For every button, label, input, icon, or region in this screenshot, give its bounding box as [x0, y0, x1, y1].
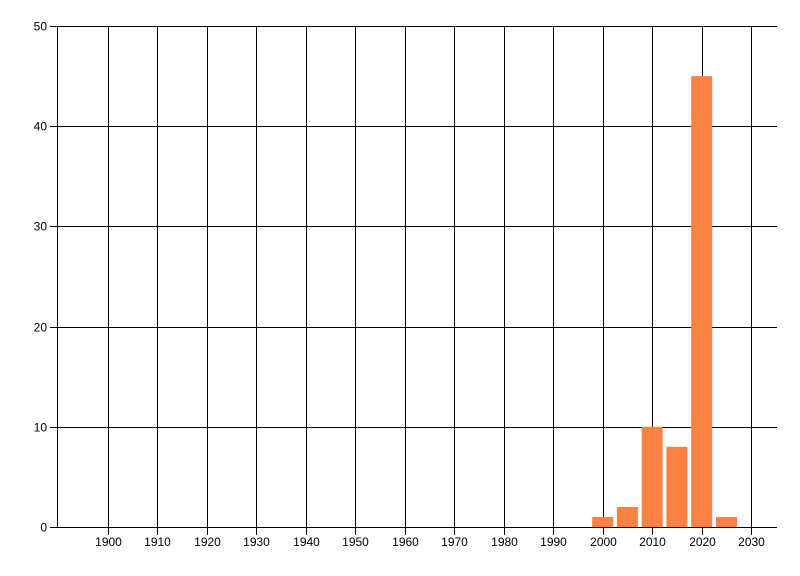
x-tick-label-1960: 1960: [392, 535, 419, 549]
bar-2010: [641, 426, 663, 527]
bar-2020: [691, 76, 713, 527]
y-tick-label-10: 10: [34, 421, 48, 435]
y-tick-label-30: 30: [34, 220, 48, 234]
x-tick-label-1910: 1910: [144, 535, 171, 549]
x-tick-label-1900: 1900: [95, 535, 122, 549]
y-tick-label-0: 0: [40, 521, 47, 535]
x-tick-label-1980: 1980: [491, 535, 518, 549]
x-tick-label-1950: 1950: [342, 535, 369, 549]
y-tick-label-40: 40: [34, 120, 48, 134]
x-tick-label-1990: 1990: [540, 535, 567, 549]
x-tick-label-1930: 1930: [243, 535, 270, 549]
bar-2005: [616, 507, 638, 527]
x-tick-label-2000: 2000: [590, 535, 617, 549]
bar-2000: [592, 517, 614, 527]
bar-2015: [666, 446, 688, 527]
bar-2025: [716, 517, 737, 527]
x-tick-label-2030: 2030: [738, 535, 765, 549]
x-tick-label-1940: 1940: [293, 535, 320, 549]
x-tick-label-2010: 2010: [639, 535, 666, 549]
y-tick-label-50: 50: [34, 20, 48, 34]
x-tick-label-1920: 1920: [194, 535, 221, 549]
y-tick-label-20: 20: [34, 321, 48, 335]
x-tick-label-2020: 2020: [689, 535, 716, 549]
x-tick-label-1970: 1970: [441, 535, 468, 549]
